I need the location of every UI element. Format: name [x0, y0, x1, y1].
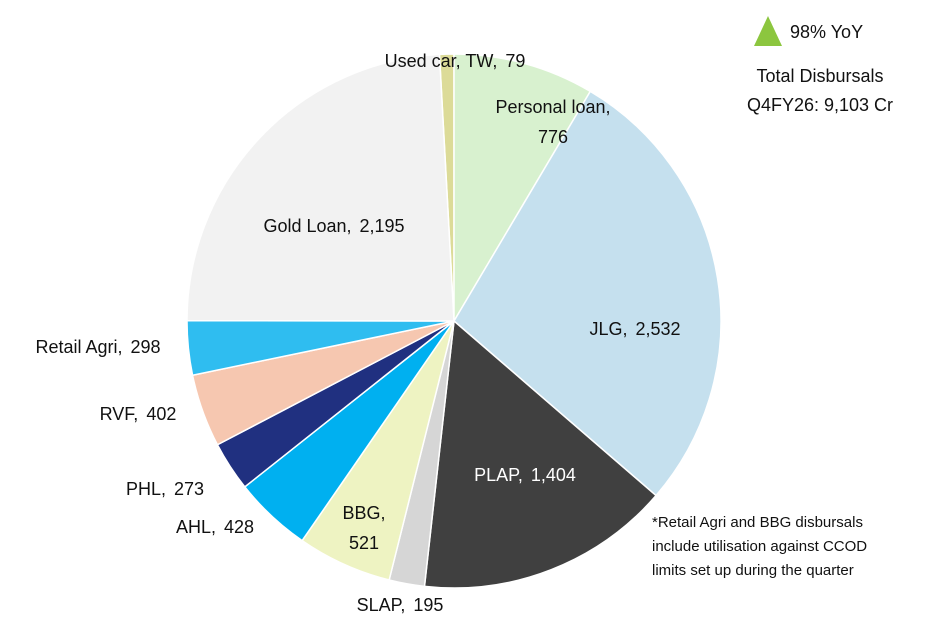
value-label: 2,532	[635, 319, 680, 339]
pie-slice	[453, 53, 592, 324]
category-label: AHL,	[176, 517, 216, 537]
slice-label: RVF, 402	[100, 404, 177, 424]
value-label: 521	[349, 533, 379, 553]
slice-label: Retail Agri, 298	[35, 337, 160, 357]
category-label: SLAP,	[357, 595, 406, 615]
pie-slice	[453, 90, 722, 497]
slice-label: BBG, 521	[342, 503, 385, 553]
category-label: JLG,	[589, 319, 627, 339]
slice-label: AHL, 428	[176, 517, 254, 537]
category-label: Personal loan,	[495, 97, 610, 117]
value-label: 402	[146, 404, 176, 424]
category-label: Retail Agri,	[35, 337, 122, 357]
footnote: limits set up during the quarter	[652, 562, 854, 579]
slice-label: SLAP, 195	[357, 595, 444, 615]
category-label: RVF,	[100, 404, 139, 424]
value-label: 195	[413, 595, 443, 615]
value-label: 2,195	[360, 216, 405, 236]
slice-label: PLAP, 1,404	[474, 465, 576, 485]
pie-slice	[186, 53, 455, 322]
pie-slice	[423, 319, 658, 589]
yoy-arrow	[754, 16, 782, 46]
value-label: 1,404	[531, 465, 576, 485]
category-label: PLAP,	[474, 465, 523, 485]
yoy-label: 98% YoY	[790, 22, 863, 42]
value-label: 79	[505, 51, 525, 71]
slice-label: Personal loan, 776	[495, 97, 610, 147]
slice-label: JLG, 2,532	[589, 319, 680, 339]
value-label: 298	[131, 337, 161, 357]
value-label: 273	[174, 479, 204, 499]
footnote: *Retail Agri and BBG disbursals	[652, 514, 863, 531]
slice-label: PHL, 273	[126, 479, 204, 499]
value-label: 776	[538, 127, 568, 147]
category-label: PHL,	[126, 479, 166, 499]
annotation: Total Disbursals	[756, 66, 883, 86]
category-label: Used car, TW,	[385, 51, 498, 71]
value-label: 428	[224, 517, 254, 537]
annotation: Q4FY26: 9,103 Cr	[747, 95, 893, 115]
slice-label: Gold Loan, 2,195	[263, 216, 404, 236]
slice-label: Used car, TW, 79	[385, 51, 526, 71]
category-label: Gold Loan,	[263, 216, 351, 236]
footnote: include utilisation against CCOD	[652, 538, 867, 555]
category-label: BBG,	[342, 503, 385, 523]
